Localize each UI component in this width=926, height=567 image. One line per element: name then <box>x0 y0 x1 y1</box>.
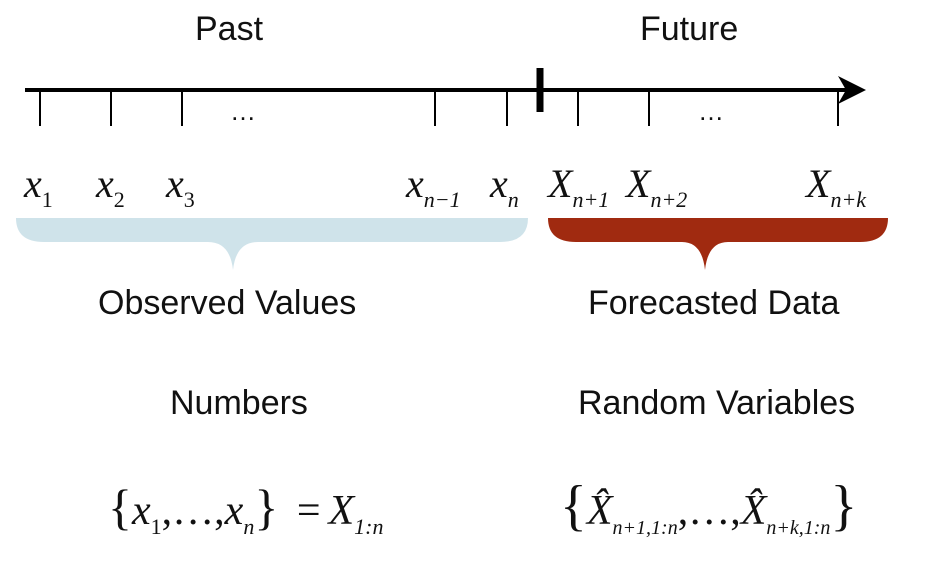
label-x1: x1 <box>24 161 53 212</box>
ellipsis-past: … <box>230 96 256 126</box>
observed-formula: {x1,…,xn} = X1:n <box>108 479 384 539</box>
numbers-label: Numbers <box>170 384 308 422</box>
forecasted-data-label: Forecasted Data <box>588 284 840 322</box>
random-variables-label: Random Variables <box>578 384 856 422</box>
observed-brace <box>16 218 528 270</box>
timeline-arrowhead <box>838 76 866 104</box>
label-Xn+1: Xn+1 <box>548 161 610 212</box>
label-xn-1: xn−1 <box>406 161 461 212</box>
label-xn: xn <box>490 161 519 212</box>
label-Xn+k: Xn+k <box>806 161 867 212</box>
forecast-formula: {X̂n+1,1:n,…,X̂n+k,1:n} <box>560 475 858 539</box>
future-heading: Future <box>640 10 739 48</box>
observed-values-label: Observed Values <box>98 284 357 322</box>
past-heading: Past <box>195 10 264 48</box>
label-Xn+2: Xn+2 <box>626 161 688 212</box>
label-x2: x2 <box>96 161 125 212</box>
forecast-brace <box>548 218 888 270</box>
ellipsis-future: … <box>698 96 724 126</box>
label-x3: x3 <box>166 161 195 212</box>
